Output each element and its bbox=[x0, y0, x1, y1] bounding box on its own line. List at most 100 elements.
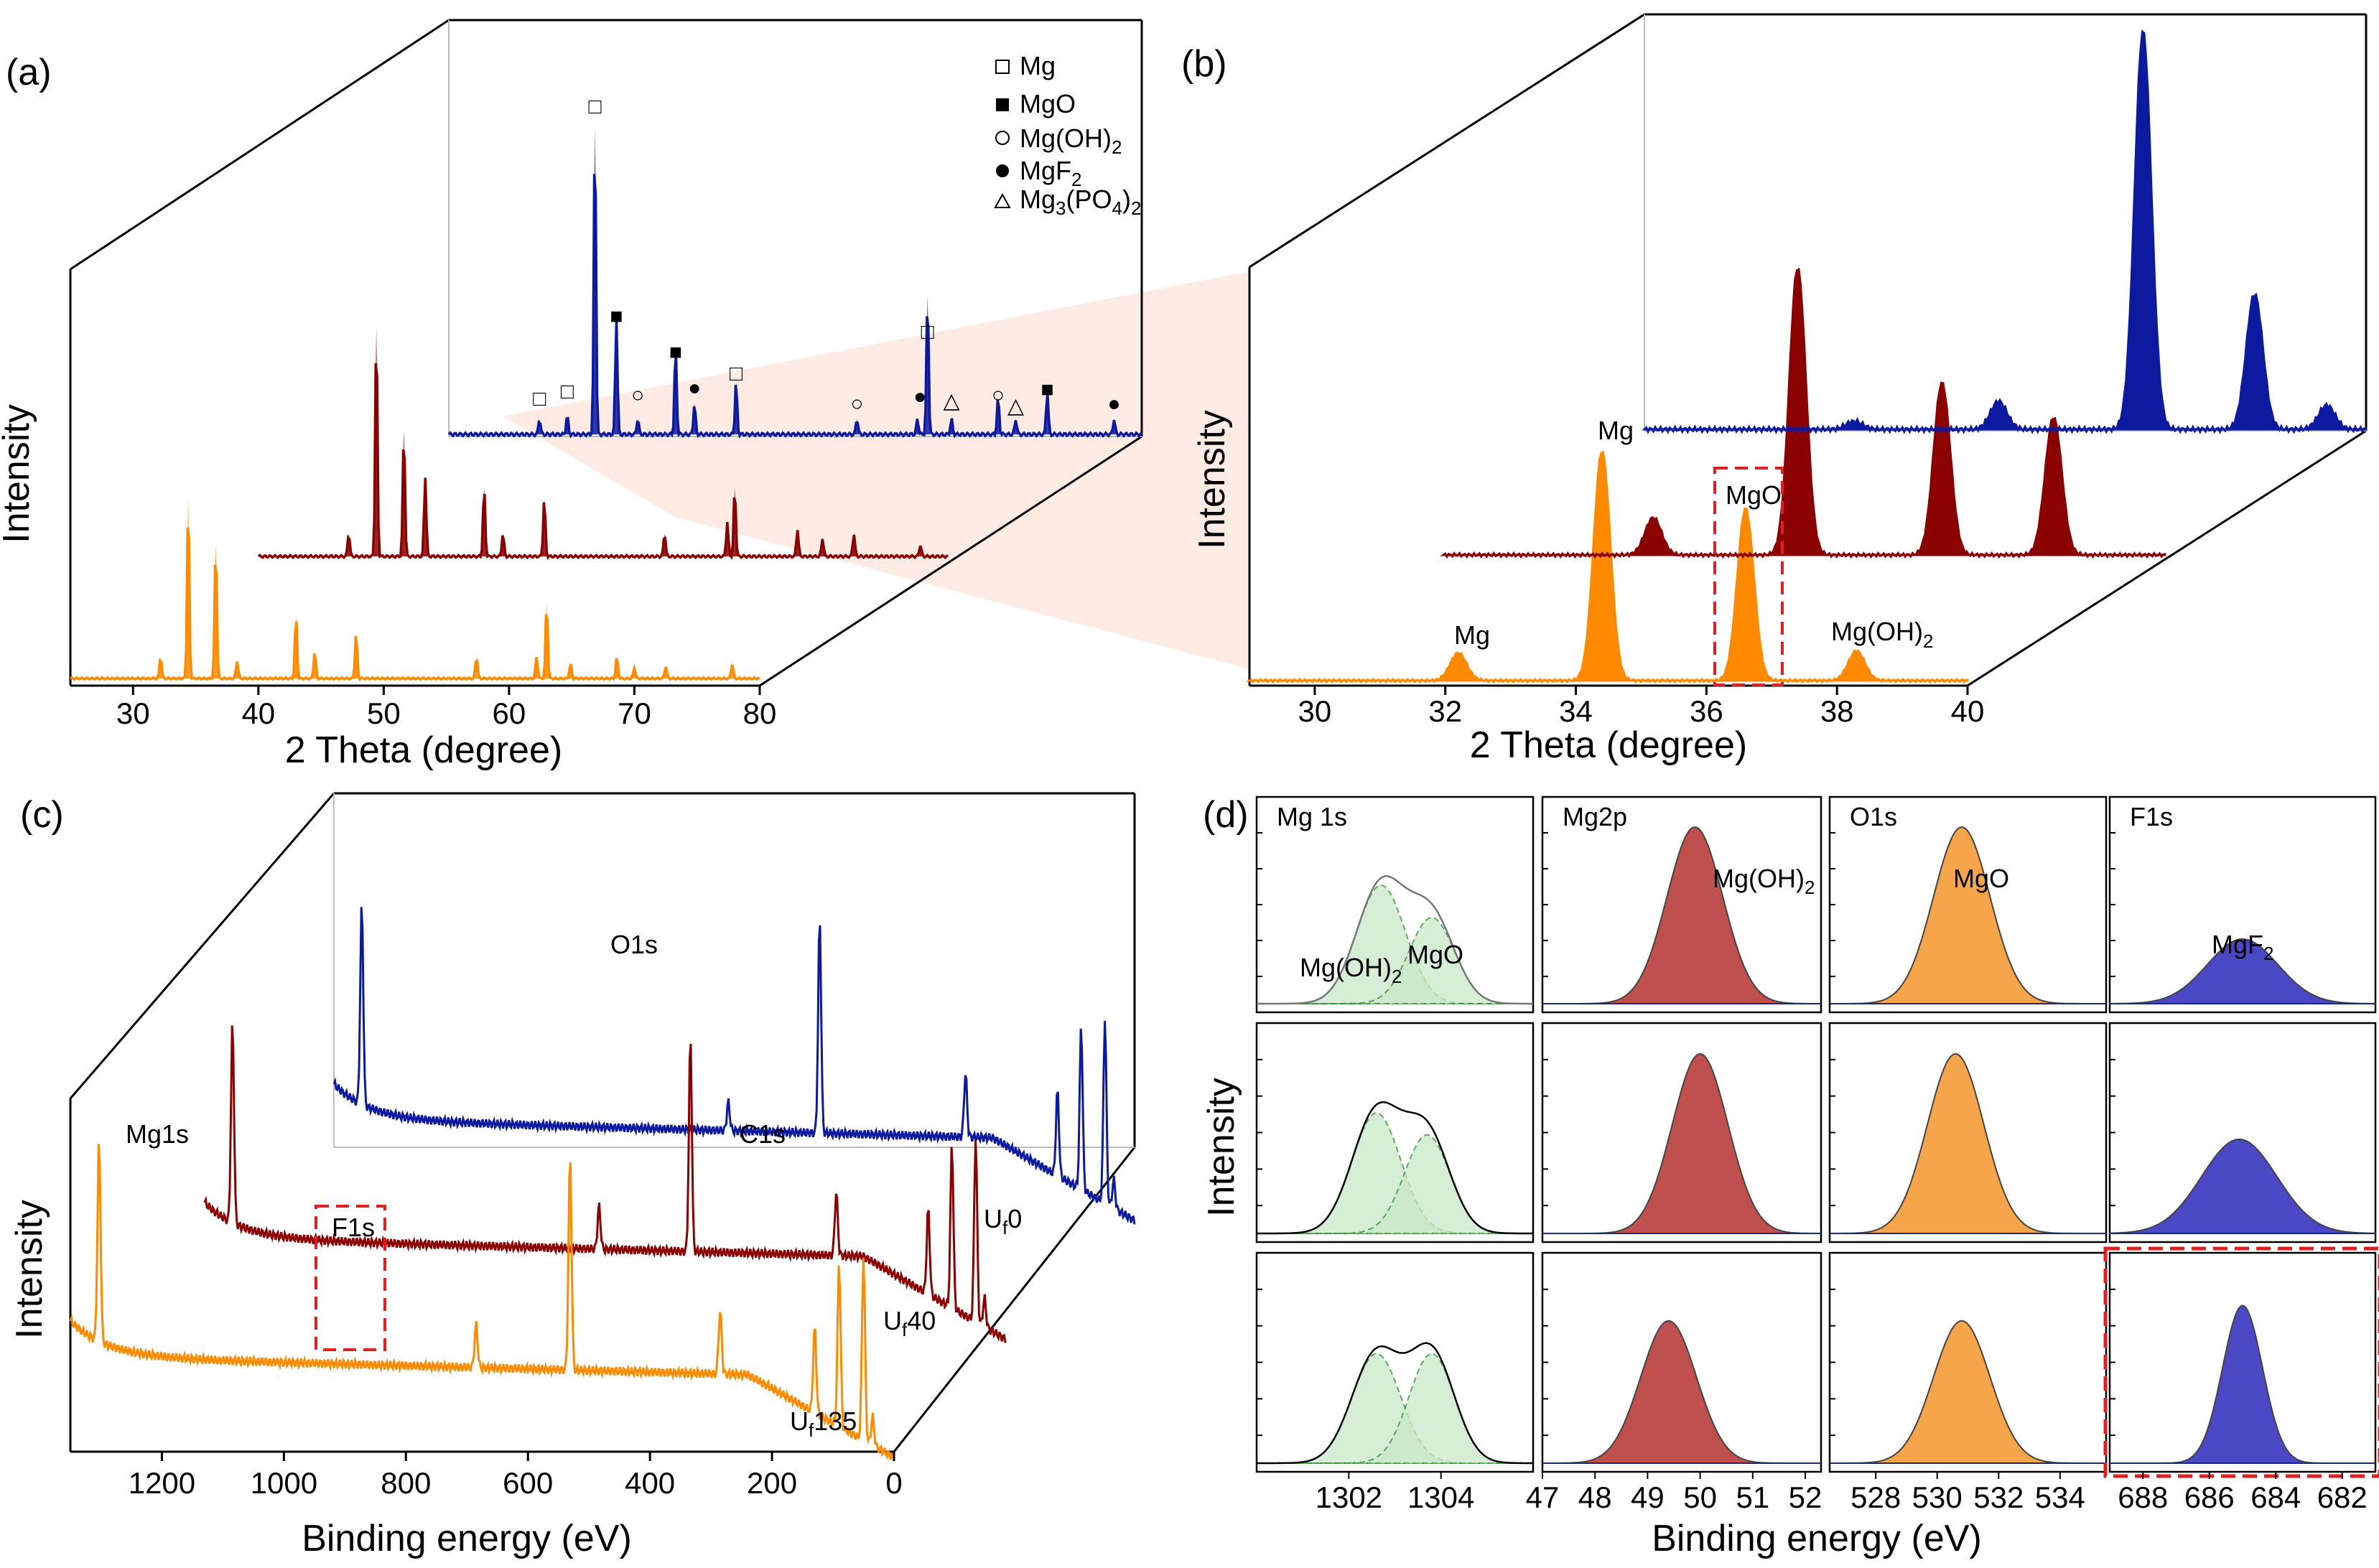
legend-mgpo4-text: Mg3(PO4)2 bbox=[1020, 185, 1141, 219]
xps-peak-fill bbox=[2109, 938, 2376, 1004]
series-label-uf0: Uf0 bbox=[984, 1204, 1022, 1238]
panel-d-xtick: 684 bbox=[2250, 1480, 2301, 1514]
panel-c-ylabel: Intensity bbox=[9, 1200, 50, 1339]
panel-d-xtick: 47 bbox=[1526, 1480, 1560, 1514]
xrd-zoom-uf135 bbox=[1245, 450, 1969, 684]
phase-marker: ○ bbox=[631, 383, 644, 407]
xps-column-title: Mg 1s bbox=[1277, 802, 1347, 831]
panel-c-xtick: 200 bbox=[747, 1466, 797, 1500]
xrd-peak-uf0-12 bbox=[995, 397, 1001, 434]
panel-d-xtick: 1302 bbox=[1316, 1480, 1382, 1514]
xrd-peak-uf0-10 bbox=[924, 295, 931, 434]
xrd-peak-uf0-8 bbox=[854, 419, 860, 434]
panel-d-label: (d) bbox=[1203, 794, 1249, 836]
phase-marker: △ bbox=[944, 389, 960, 413]
panel-d-xtick: 49 bbox=[1631, 1480, 1665, 1514]
xrd-peak-uf40-4 bbox=[481, 487, 488, 556]
xrd-peak-uf135-7 bbox=[473, 657, 480, 678]
panel-c-xtick: 1000 bbox=[251, 1466, 317, 1500]
panel-c-xtick: 800 bbox=[381, 1466, 431, 1500]
xps-column-title: F1s bbox=[2130, 802, 2173, 831]
xps-peak-fill bbox=[1542, 826, 1821, 1004]
xrd-peak-uf135-6 bbox=[353, 633, 359, 678]
xrd-peak-uf40-0 bbox=[345, 533, 352, 556]
xrd-zoom-uf40 bbox=[1440, 267, 2166, 559]
panel-b-xtick: 30 bbox=[1298, 694, 1332, 728]
phase-marker: ● bbox=[1107, 392, 1120, 416]
xrd-peak-uf40-7 bbox=[661, 533, 668, 556]
panel-d-xtick: 682 bbox=[2317, 1480, 2368, 1514]
panel-a: (a) 30 40 50 60 70 80 Intensity 2 Theta (degr… bbox=[0, 19, 1249, 771]
mg1s-component bbox=[1257, 1353, 1533, 1464]
xps-column-title: O1s bbox=[1850, 802, 1897, 831]
panel-d-xtick: 528 bbox=[1850, 1480, 1901, 1514]
zoom-band bbox=[503, 271, 1249, 669]
legend-mgo-text: MgO bbox=[1020, 89, 1076, 118]
phase-marker: ■ bbox=[669, 340, 682, 364]
xrd-line-uf40 bbox=[257, 363, 949, 560]
legend-mgoh2-marker bbox=[995, 131, 1010, 145]
panel-a-label: (a) bbox=[6, 52, 52, 93]
xrd-peak-uf40-8 bbox=[724, 522, 730, 556]
xps-annotation: Mg(OH)2 bbox=[1713, 864, 1815, 898]
panel-b-xlabel: 2 Theta (degree) bbox=[1470, 724, 1747, 766]
phase-marker: □ bbox=[561, 380, 574, 403]
f1s-highlight-box bbox=[315, 1205, 386, 1351]
xps-annotation-mgo: MgO bbox=[1407, 940, 1463, 969]
xps-survey-uf40 bbox=[203, 1025, 1007, 1343]
legend-mgf2-marker bbox=[996, 164, 1009, 177]
xrd-peak-uf40-11 bbox=[819, 538, 826, 556]
panel-a-xtick: 80 bbox=[743, 696, 777, 730]
legend-mgf2-text: MgF2 bbox=[1020, 156, 1081, 190]
phase-marker: ■ bbox=[1040, 378, 1053, 401]
panel-b-xtick: 34 bbox=[1559, 694, 1593, 728]
annot-mgo: MgO bbox=[1726, 480, 1782, 510]
xps-peak-fill bbox=[2110, 1305, 2375, 1464]
mg1s-envelope bbox=[1257, 875, 1533, 1005]
panel-a-xtick: 30 bbox=[116, 696, 150, 730]
phase-marker: ○ bbox=[850, 392, 863, 416]
panel-d-xtick: 532 bbox=[1973, 1480, 2024, 1514]
panel-c: (c) 1200 1000 800 600 400 200 0 Mg1s F1s O1s C… bbox=[9, 792, 1136, 1559]
phase-marker: □ bbox=[533, 387, 546, 411]
panel-d-ylabel: Intensity bbox=[1201, 1078, 1242, 1217]
xrd-peak-uf0-11 bbox=[949, 419, 955, 434]
panel-c-xtick: 0 bbox=[885, 1466, 902, 1500]
panel-d-xtick: 51 bbox=[1736, 1480, 1769, 1514]
xrd-peak-uf0-14 bbox=[1044, 391, 1051, 434]
peak-label-mg1s: Mg1s bbox=[126, 1119, 189, 1149]
xrd-peak-uf0-15 bbox=[1111, 419, 1117, 434]
xrd-peak-uf135-5 bbox=[312, 651, 318, 678]
panel-a-xtick: 60 bbox=[493, 696, 526, 730]
phase-marker: ● bbox=[913, 385, 926, 409]
phase-marker: □ bbox=[588, 95, 602, 118]
xrd-peak-uf135-8 bbox=[534, 657, 540, 678]
panel-a-xlabel: 2 Theta (degree) bbox=[285, 729, 562, 771]
legend-mgpo4-marker bbox=[994, 192, 1011, 208]
xps-survey-uf135 bbox=[69, 1144, 895, 1462]
phase-marker: △ bbox=[1007, 394, 1024, 418]
legend-mg-text: Mg bbox=[1020, 51, 1056, 80]
xrd-peak-uf0-3 bbox=[613, 317, 620, 434]
mg1s-envelope bbox=[1257, 1342, 1533, 1465]
xrd-peak-uf0-2 bbox=[592, 126, 598, 434]
xrd-peak-uf135-10 bbox=[567, 664, 574, 678]
panel-a-legend: Mg MgO Mg(OH)2 MgF2 Mg3(PO4)2 bbox=[994, 51, 1141, 219]
panel-a-ylabel: Intensity bbox=[0, 404, 37, 543]
xrd-zoom-uf0 bbox=[1642, 29, 2368, 434]
panel-b-label: (b) bbox=[1181, 43, 1227, 85]
xrd-peak-uf0-9 bbox=[914, 419, 921, 434]
phase-marker: ■ bbox=[610, 304, 623, 328]
panel-b-xtick: 38 bbox=[1820, 694, 1854, 728]
xrd-peak-uf40-6 bbox=[541, 499, 547, 556]
xps-peak-fill bbox=[1830, 1320, 2106, 1464]
xrd-peak-uf0-6 bbox=[692, 403, 698, 434]
xps-peak-fill bbox=[1830, 826, 2106, 1004]
panel-d-xtick: 530 bbox=[1912, 1480, 1963, 1514]
phase-marker: ● bbox=[688, 376, 701, 400]
panel-c-xlabel: Binding energy (eV) bbox=[302, 1518, 632, 1559]
mg1s-envelope bbox=[1257, 1101, 1533, 1235]
panel-d-xtick: 534 bbox=[2035, 1480, 2085, 1514]
xrd-line-uf0 bbox=[447, 174, 1143, 439]
